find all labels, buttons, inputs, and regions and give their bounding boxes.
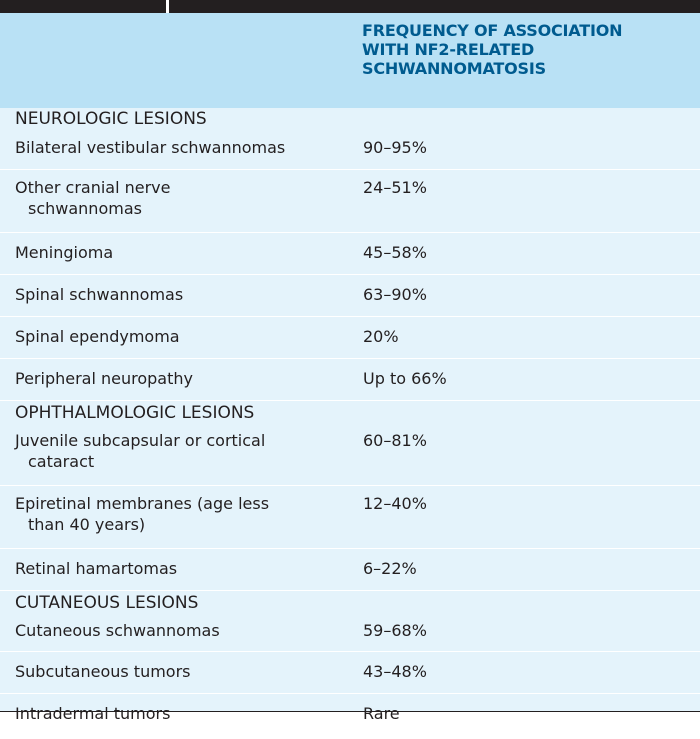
column-header-frequency: FREQUENCY OF ASSOCIATION WITH NF2-RELATE… [362, 21, 692, 78]
frequency-value: 43–48% [363, 662, 427, 681]
lesion-name: Spinal ependymoma [15, 327, 180, 346]
table-header: FREQUENCY OF ASSOCIATION WITH NF2-RELATE… [0, 13, 700, 108]
frequency-value: 63–90% [363, 285, 427, 304]
frequency-value: 24–51% [363, 178, 427, 197]
rule-gap [166, 0, 169, 13]
lesion-name: Cutaneous schwannomas [15, 621, 220, 640]
lesion-name-line: schwannomas [28, 199, 142, 218]
frequency-value: 90–95% [363, 138, 427, 157]
frequency-value: 59–68% [363, 621, 427, 640]
section-divider [0, 400, 700, 401]
lesion-name: Intradermal tumors [15, 704, 171, 723]
lesion-name-line: Other cranial nerve [15, 178, 171, 197]
section-title-ophthalmologic: OPHTHALMOLOGIC LESIONS [15, 403, 255, 423]
row-divider [0, 316, 700, 317]
section-title-neurologic: NEUROLOGIC LESIONS [15, 109, 207, 129]
row-divider [0, 485, 700, 486]
section-title-cutaneous: CUTANEOUS LESIONS [15, 593, 199, 613]
row-divider [0, 232, 700, 233]
lesion-name: Epiretinal membranes (age less than 40 y… [15, 493, 345, 535]
row-divider [0, 548, 700, 549]
frequency-value: Rare [363, 704, 400, 723]
frequency-value: Up to 66% [363, 369, 447, 388]
section-divider [0, 590, 700, 591]
lesion-name: Meningioma [15, 243, 114, 262]
header-line: WITH NF2-RELATED [362, 40, 535, 59]
lesion-name: Subcutaneous tumors [15, 662, 191, 681]
frequency-value: 45–58% [363, 243, 427, 262]
lesion-name-line: cataract [28, 452, 95, 471]
frequency-value: 60–81% [363, 431, 427, 450]
frequency-value: 12–40% [363, 494, 427, 513]
table-top-rule [0, 0, 700, 13]
lesion-name-line: Epiretinal membranes (age less [15, 494, 270, 513]
lesion-name-line: than 40 years) [28, 515, 146, 534]
lesion-name: Peripheral neuropathy [15, 369, 193, 388]
row-divider [0, 274, 700, 275]
row-divider [0, 693, 700, 694]
lesion-frequency-table: FREQUENCY OF ASSOCIATION WITH NF2-RELATE… [0, 13, 700, 723]
frequency-value: 6–22% [363, 559, 417, 578]
frequency-value: 20% [363, 327, 399, 346]
lesion-name: Retinal hamartomas [15, 559, 178, 578]
lesion-name: Other cranial nerve schwannomas [15, 177, 345, 219]
lesion-name: Bilateral vestibular schwannomas [15, 138, 286, 157]
header-line: FREQUENCY OF ASSOCIATION [362, 21, 623, 40]
row-divider [0, 651, 700, 652]
lesion-name-line: Juvenile subcapsular or cortical [15, 431, 266, 450]
row-divider [0, 169, 700, 170]
lesion-name: Spinal schwannomas [15, 285, 184, 304]
row-divider [0, 358, 700, 359]
lesion-name: Juvenile subcapsular or cortical catarac… [15, 430, 345, 472]
header-line: SCHWANNOMATOSIS [362, 59, 546, 78]
table-bottom-rule [0, 711, 700, 712]
